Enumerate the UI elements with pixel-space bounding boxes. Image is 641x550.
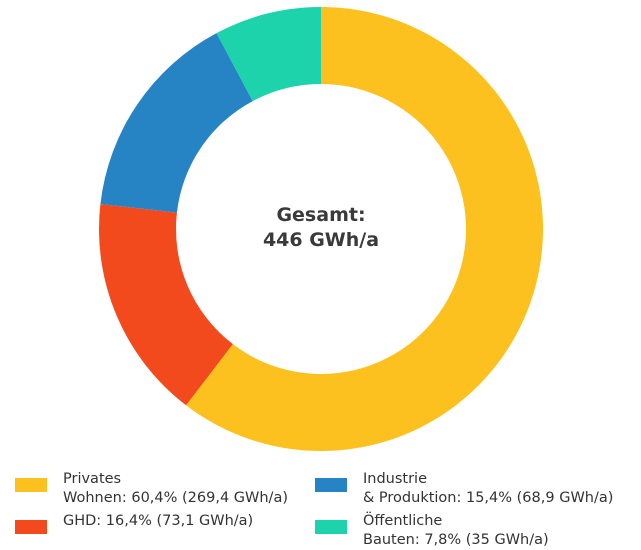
donut-segment bbox=[186, 7, 544, 451]
legend-label: Öffentliche Bauten: 7,8% (35 GWh/a) bbox=[363, 513, 549, 548]
donut-segment bbox=[98, 203, 233, 406]
center-label: Gesamt: 446 GWh/a bbox=[262, 204, 380, 251]
legend-swatch bbox=[15, 520, 47, 534]
legend-item: Privates Wohnen: 60,4% (269,4 GWh/a) bbox=[15, 470, 288, 508]
legend-label: GHD: 16,4% (73,1 GWh/a) bbox=[63, 513, 254, 529]
legend-label: Privates Wohnen: 60,4% (269,4 GWh/a) bbox=[63, 471, 288, 506]
legend-item: Industrie & Produktion: 15,4% (68,9 GWh/… bbox=[315, 470, 613, 508]
legend-swatch bbox=[15, 478, 47, 492]
legend-swatch bbox=[315, 520, 347, 534]
legend-item: Öffentliche Bauten: 7,8% (35 GWh/a) bbox=[315, 512, 549, 550]
legend-swatch bbox=[315, 478, 347, 492]
legend-item: GHD: 16,4% (73,1 GWh/a) bbox=[15, 512, 253, 534]
chart bbox=[98, 7, 544, 451]
donut-segment bbox=[100, 33, 253, 213]
donut-segment bbox=[216, 7, 321, 102]
legend-label: Industrie & Produktion: 15,4% (68,9 GWh/… bbox=[363, 471, 614, 506]
